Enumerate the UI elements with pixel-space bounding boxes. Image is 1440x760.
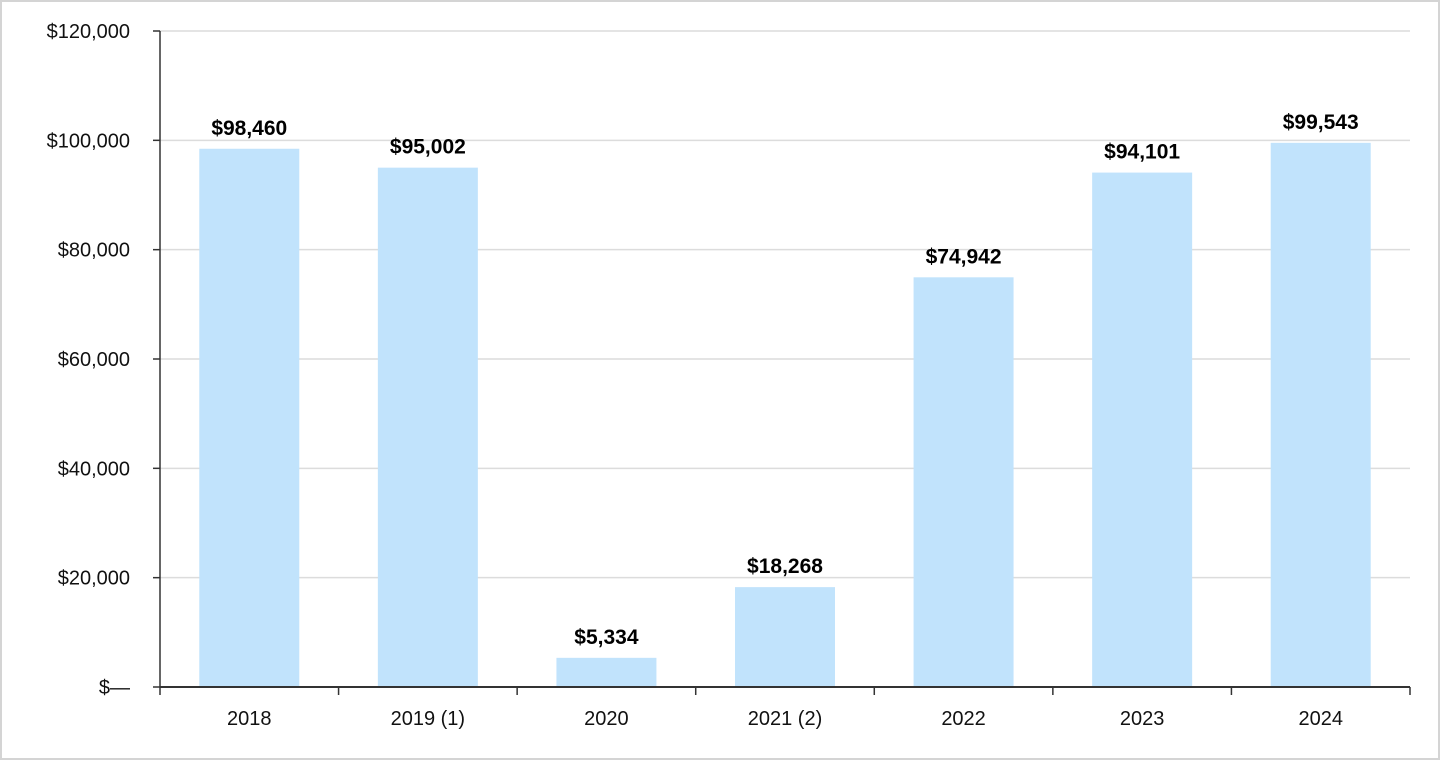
data-label: $99,543 [1283, 111, 1359, 134]
bar-2019-1 [377, 167, 478, 687]
y-tick-labels: $— $20,000 $40,000 $60,000 $80,000 $100,000 $1… [47, 21, 130, 699]
x-tick-label: 2024 [1298, 708, 1343, 730]
x-tick-label: 2021 (2) [748, 708, 823, 730]
x-tick-label: 2023 [1120, 708, 1165, 730]
axes [153, 30, 1411, 695]
bar-2022 [913, 277, 1014, 687]
x-tick-label: 2022 [941, 708, 986, 730]
y-tick-label: $100,000 [47, 130, 130, 152]
x-tick-label: 2019 (1) [391, 708, 466, 730]
data-labels: $98,460 $95,002 $5,334 $18,268 $74,942 $94,10… [211, 111, 1358, 649]
x-tick-label: 2018 [227, 708, 272, 730]
y-tick-label: $— [99, 677, 130, 699]
y-tick-label: $40,000 [58, 458, 130, 480]
x-tick-label: 2020 [584, 708, 629, 730]
data-label: $5,334 [574, 626, 639, 649]
bar-2023 [1092, 172, 1193, 688]
y-tick-label: $120,000 [47, 21, 130, 43]
y-tick-label: $60,000 [58, 349, 130, 371]
data-label: $74,942 [926, 245, 1002, 268]
data-label: $95,002 [390, 136, 466, 159]
bar-2021-2 [735, 587, 835, 687]
data-label: $94,101 [1104, 141, 1180, 164]
x-tick-labels: 2018 2019 (1) 2020 2021 (2) 2022 2023 2024 [227, 708, 1343, 730]
y-tick-label: $20,000 [58, 568, 130, 590]
gridlines [160, 30, 1410, 579]
bar-2020 [556, 657, 657, 687]
bars [199, 142, 1371, 688]
y-tick-label: $80,000 [58, 240, 130, 262]
data-label: $98,460 [211, 117, 287, 140]
data-label: $18,268 [747, 555, 823, 578]
bar-2024 [1270, 142, 1371, 687]
bar-2018 [199, 148, 300, 687]
